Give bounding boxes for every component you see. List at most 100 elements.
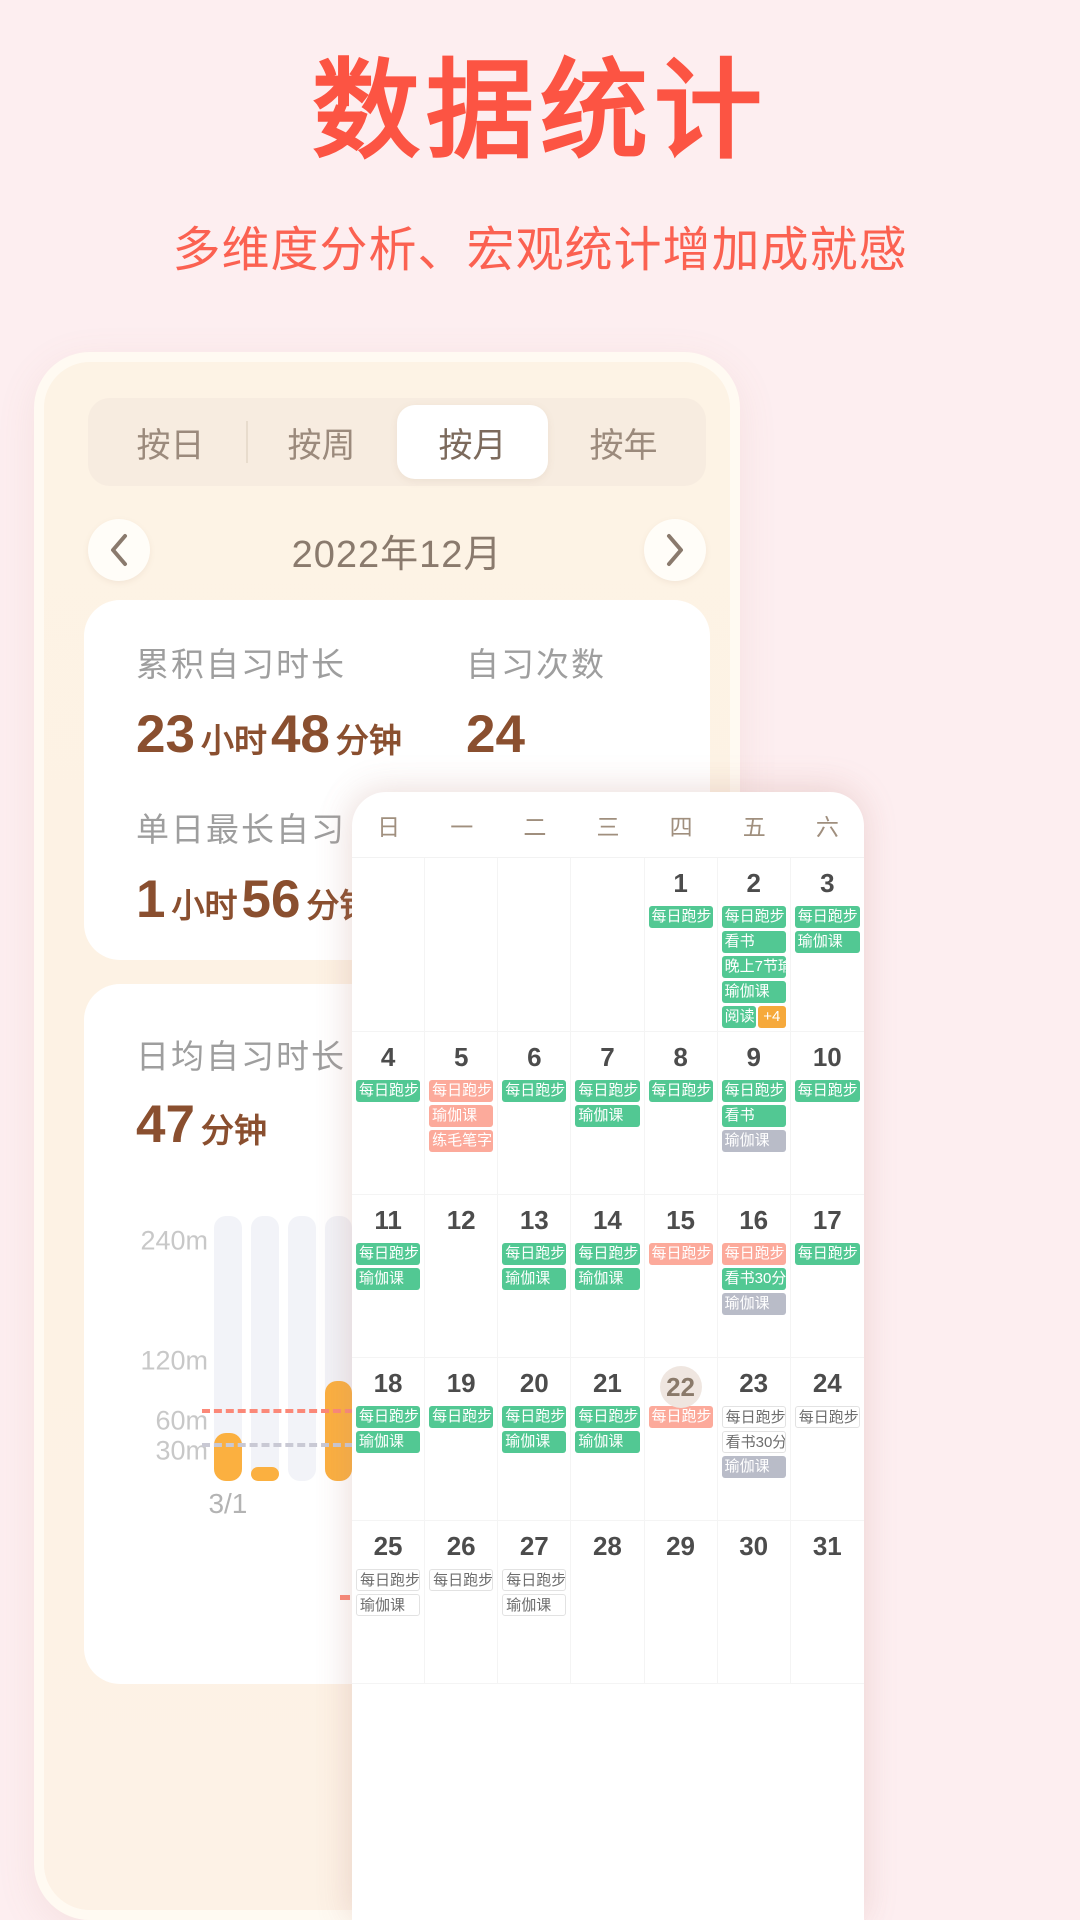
calendar-event-tag[interactable]: 瑜伽课 [502, 1594, 567, 1616]
calendar-day-cell[interactable]: 7 每日跑步 瑜伽课 [571, 1032, 645, 1195]
prev-month-button[interactable] [88, 519, 150, 581]
calendar-day-cell[interactable]: 18 每日跑步 瑜伽课 [352, 1358, 426, 1521]
calendar-event-tag[interactable]: 每日跑步 [721, 1406, 786, 1428]
calendar-event-tag[interactable]: 每日跑步 [356, 1569, 421, 1591]
calendar-event-tag[interactable]: 每日跑步 [575, 1080, 640, 1102]
calendar-event-tag[interactable]: 每日跑步 [648, 906, 713, 928]
calendar-day-cell[interactable]: 6 每日跑步 [498, 1032, 572, 1195]
calendar-event-tag[interactable]: 每日跑步 [429, 1569, 494, 1591]
stat-hours-number: 23 [136, 705, 195, 764]
calendar-event-tag[interactable]: 瑜伽课 [794, 931, 860, 953]
calendar-day-cell[interactable] [498, 858, 572, 1032]
calendar-event-tag[interactable]: 看书 [721, 1105, 786, 1127]
calendar-event-tag[interactable]: 瑜伽课 [721, 1456, 786, 1478]
calendar-day-cell[interactable]: 26 每日跑步 [425, 1521, 499, 1684]
calendar-day-cell[interactable]: 1 每日跑步 [644, 858, 718, 1032]
calendar-event-tag[interactable]: 练毛笔字 [429, 1130, 494, 1152]
calendar-more-tags-badge[interactable]: +4 [757, 1006, 786, 1028]
calendar-event-tag[interactable]: 晚上7节瑜伽 [721, 956, 786, 978]
calendar-weekday-header: 日一二三四五六 [352, 792, 864, 858]
bar-slot[interactable] [214, 1216, 242, 1481]
calendar-day-cell[interactable]: 28 [571, 1521, 645, 1684]
calendar-event-tag[interactable]: 瑜伽课 [721, 1293, 786, 1315]
calendar-day-cell[interactable]: 21 每日跑步 瑜伽课 [571, 1358, 645, 1521]
calendar-day-cell[interactable]: 5 每日跑步 瑜伽课 练毛笔字 [425, 1032, 499, 1195]
calendar-event-tag[interactable]: 瑜伽课 [356, 1594, 421, 1616]
calendar-event-tag[interactable]: 瑜伽课 [502, 1431, 567, 1453]
chart-value-number: 47 [136, 1095, 195, 1154]
calendar-day-cell[interactable]: 31 [790, 1521, 864, 1684]
calendar-event-tag[interactable]: 每日跑步 [502, 1243, 567, 1265]
bar-slot[interactable] [324, 1216, 353, 1481]
calendar-day-cell[interactable]: 12 [425, 1195, 499, 1358]
calendar-event-tag[interactable]: 每日跑步 [356, 1406, 421, 1428]
calendar-event-tag[interactable]: 每日跑步 [429, 1406, 494, 1428]
calendar-day-cell[interactable]: 22 每日跑步 [644, 1358, 718, 1521]
calendar-event-tag[interactable]: 瑜伽课 [502, 1268, 567, 1290]
calendar-day-cell[interactable]: 14 每日跑步 瑜伽课 [571, 1195, 645, 1358]
calendar-day-cell[interactable] [352, 858, 426, 1032]
calendar-event-tag[interactable]: 每日跑步 [794, 906, 860, 928]
calendar-event-tag[interactable]: 每日跑步 [648, 1080, 713, 1102]
calendar-day-cell[interactable]: 24 每日跑步 [790, 1358, 864, 1521]
calendar-day-number: 13 [519, 1205, 549, 1235]
calendar-day-cell[interactable]: 3 每日跑步 瑜伽课 [790, 858, 864, 1032]
calendar-event-tag[interactable]: 每日跑步 [794, 1243, 860, 1265]
tab-by-day[interactable]: 按日 [136, 426, 205, 465]
calendar-event-tag[interactable]: 瑜伽课 [721, 981, 786, 1003]
calendar-day-cell[interactable]: 13 每日跑步瑜伽课 [498, 1195, 572, 1358]
calendar-event-tag[interactable]: 每日跑步 [721, 1080, 786, 1102]
calendar-day-cell[interactable]: 20 每日跑步 瑜伽课 [498, 1358, 572, 1521]
calendar-event-tag[interactable]: 每日跑步 [502, 1406, 567, 1428]
calendar-day-cell[interactable]: 16 每日跑步看书30分钟瑜伽课 [717, 1195, 791, 1358]
calendar-event-tag[interactable]: 看书30分钟 [721, 1268, 786, 1290]
calendar-event-tag[interactable]: 阅读 [721, 1006, 756, 1028]
calendar-event-tag[interactable]: 每日跑步 [356, 1080, 421, 1102]
calendar-day-cell[interactable]: 19 每日跑步 [425, 1358, 499, 1521]
calendar-day-cell[interactable]: 2 每日跑步看书晚上7节瑜伽瑜伽课阅读+4 [717, 858, 791, 1032]
calendar-day-cell[interactable]: 30 [717, 1521, 791, 1684]
calendar-day-cell[interactable]: 15 每日跑步 [644, 1195, 718, 1358]
calendar-event-tag[interactable]: 瑜伽课 [721, 1130, 786, 1152]
calendar-event-tag[interactable]: 每日跑步 [502, 1569, 567, 1591]
calendar-event-tag[interactable]: 瑜伽课 [575, 1268, 640, 1290]
calendar-event-tag[interactable]: 看书 [721, 931, 786, 953]
calendar-day-cell[interactable]: 8 每日跑步 [644, 1032, 718, 1195]
calendar-day-cell[interactable]: 29 [644, 1521, 718, 1684]
calendar-event-tag[interactable]: 每日跑步 [648, 1406, 713, 1428]
calendar-day-cell[interactable] [425, 858, 499, 1032]
calendar-event-tag[interactable]: 每日跑步 [648, 1243, 713, 1265]
calendar-day-cell[interactable]: 27 每日跑步 瑜伽课 [498, 1521, 572, 1684]
calendar-day-cell[interactable]: 25 每日跑步 瑜伽课 [352, 1521, 426, 1684]
bar-slot[interactable] [287, 1216, 316, 1481]
calendar-weekday: 一 [450, 813, 474, 840]
calendar-event-tag[interactable]: 瑜伽课 [575, 1105, 640, 1127]
calendar-day-cell[interactable]: 23 每日跑步看书30分钟瑜伽课 [717, 1358, 791, 1521]
tab-by-year[interactable]: 按年 [589, 426, 658, 465]
calendar-event-tag[interactable]: 瑜伽课 [575, 1431, 640, 1453]
calendar-event-tag[interactable]: 每日跑步 [794, 1080, 860, 1102]
tab-by-month[interactable]: 按月 [397, 405, 548, 479]
next-month-button[interactable] [644, 519, 706, 581]
calendar-event-tag[interactable]: 每日跑步 [502, 1080, 567, 1102]
calendar-event-tag[interactable]: 看书30分钟 [721, 1431, 786, 1453]
calendar-event-tag[interactable]: 每日跑步 [575, 1406, 640, 1428]
calendar-event-tag[interactable]: 每日跑步 [721, 1243, 786, 1265]
calendar-event-tag[interactable]: 瑜伽课 [429, 1105, 494, 1127]
calendar-event-tag[interactable]: 瑜伽课 [356, 1268, 421, 1290]
calendar-event-tag[interactable]: 每日跑步 [356, 1243, 421, 1265]
calendar-day-cell[interactable]: 4 每日跑步 [352, 1032, 426, 1195]
calendar-day-cell[interactable] [571, 858, 645, 1032]
calendar-event-tag[interactable]: 每日跑步 [794, 1406, 860, 1428]
stats-row-top: 累积自习时长 23 小时48 分钟 自习次数 24 [84, 600, 710, 765]
calendar-event-tag[interactable]: 瑜伽课 [356, 1431, 421, 1453]
calendar-day-cell[interactable]: 9 每日跑步 看书 瑜伽课 [717, 1032, 791, 1195]
calendar-day-cell[interactable]: 10 每日跑步 [790, 1032, 864, 1195]
calendar-event-tag[interactable]: 每日跑步 [575, 1243, 640, 1265]
calendar-day-cell[interactable]: 17 每日跑步 [790, 1195, 864, 1358]
bar-slot[interactable] [250, 1216, 279, 1481]
calendar-day-cell[interactable]: 11 每日跑步 瑜伽课 [352, 1195, 426, 1358]
tab-by-week[interactable]: 按周 [246, 405, 397, 479]
calendar-event-tag[interactable]: 每日跑步 [721, 906, 786, 928]
calendar-event-tag[interactable]: 每日跑步 [429, 1080, 494, 1102]
